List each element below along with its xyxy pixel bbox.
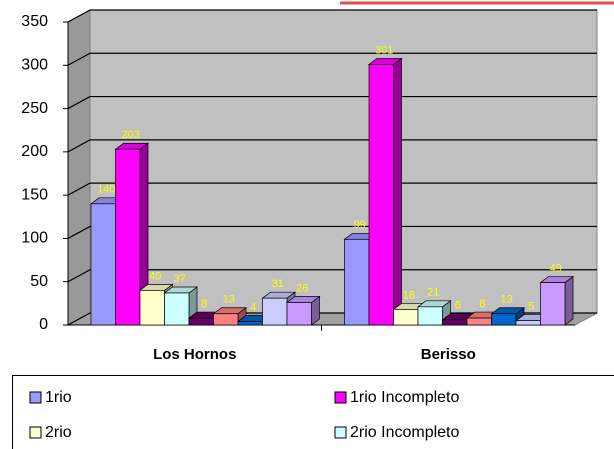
y-tick-label: 350 xyxy=(21,13,48,30)
legend-label: 1rio Incompleto xyxy=(350,389,459,406)
bar xyxy=(515,320,541,326)
bar xyxy=(540,282,566,326)
bar xyxy=(286,302,312,326)
y-tick-label: 300 xyxy=(21,57,48,74)
value-label: 99 xyxy=(354,219,366,231)
grid-line-side xyxy=(67,96,91,110)
bar xyxy=(115,148,141,326)
value-label: 31 xyxy=(272,278,284,290)
bar-side xyxy=(393,57,402,326)
value-label: 8 xyxy=(201,298,207,310)
value-label: 40 xyxy=(149,270,161,282)
value-label: 203 xyxy=(122,129,140,141)
value-label: 49 xyxy=(550,262,562,274)
bar xyxy=(466,317,492,326)
value-label: 5 xyxy=(528,301,534,313)
y-tick-label: 150 xyxy=(21,186,48,203)
y-tick-label: 100 xyxy=(21,230,48,247)
value-label: 21 xyxy=(427,287,439,299)
value-label: 8 xyxy=(479,298,485,310)
value-label: 18 xyxy=(403,289,415,301)
bar xyxy=(368,64,394,326)
grid-line-side xyxy=(67,182,91,196)
legend-swatch xyxy=(29,391,42,404)
value-label: 37 xyxy=(174,273,186,285)
value-label: 13 xyxy=(501,294,513,306)
y-tick-label: 50 xyxy=(30,273,48,290)
back-wall xyxy=(89,9,598,314)
value-label: 6 xyxy=(455,300,461,312)
side-wall xyxy=(67,9,91,326)
value-label: 301 xyxy=(375,44,393,56)
legend-swatch xyxy=(334,426,347,439)
legend-label: 1rio xyxy=(45,389,72,406)
value-label: 4 xyxy=(250,301,256,313)
x-tick-label: Berisso xyxy=(421,346,476,363)
bar-side xyxy=(564,275,574,326)
x-tick-label: Los Hornos xyxy=(153,346,236,363)
bar xyxy=(237,321,263,326)
y-tick-label: 200 xyxy=(21,143,48,160)
bar xyxy=(491,313,517,326)
value-label: 26 xyxy=(296,282,308,294)
y-tick-label: 0 xyxy=(39,316,48,333)
grid-line-side xyxy=(67,312,91,326)
grid-line-side xyxy=(67,52,91,66)
bar xyxy=(164,292,190,326)
legend xyxy=(12,375,614,449)
legend-label: 2rio Incompleto xyxy=(350,424,459,441)
legend-swatch xyxy=(334,391,347,404)
bar xyxy=(139,290,165,326)
y-tick-label: 250 xyxy=(21,100,48,117)
grid-line-side xyxy=(67,225,91,239)
grid-line-side xyxy=(67,139,91,153)
legend-swatch xyxy=(29,426,42,439)
value-label: 13 xyxy=(223,294,235,306)
bar xyxy=(213,313,239,326)
bar xyxy=(188,317,214,326)
value-label: 140 xyxy=(97,184,115,196)
legend-label: 2rio xyxy=(45,424,72,441)
bar xyxy=(417,306,443,326)
grid-line-side xyxy=(67,269,91,283)
bar xyxy=(344,238,370,326)
bar xyxy=(393,309,419,326)
grid-line-side xyxy=(67,9,91,23)
bar xyxy=(262,297,288,326)
bar xyxy=(442,319,468,326)
bar xyxy=(90,203,116,326)
